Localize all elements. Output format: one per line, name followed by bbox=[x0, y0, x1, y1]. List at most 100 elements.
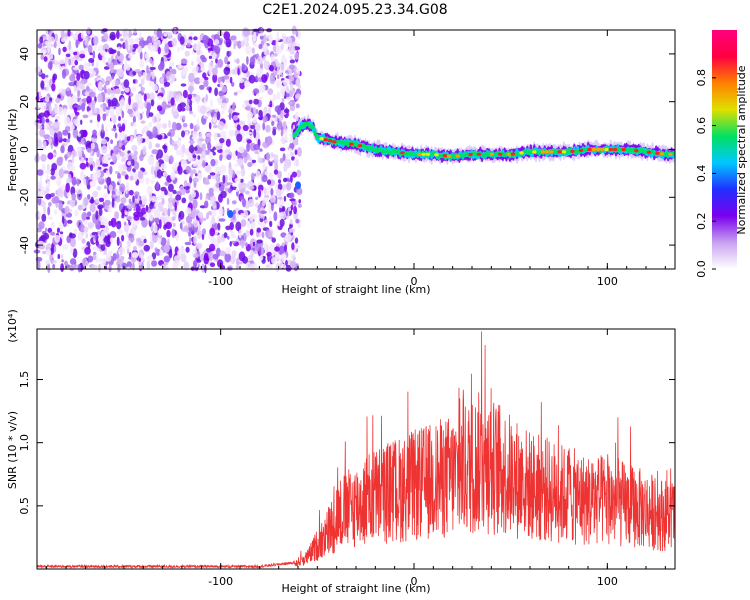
noise-speckle bbox=[285, 80, 291, 83]
noise-speckle bbox=[143, 244, 150, 252]
signal-pixel bbox=[313, 130, 317, 136]
noise-speckle bbox=[232, 102, 236, 111]
noise-speckle bbox=[191, 187, 195, 195]
noise-speckle bbox=[47, 216, 54, 220]
noise-speckle bbox=[48, 54, 54, 60]
noise-speckle bbox=[117, 68, 125, 78]
noise-speckle bbox=[296, 147, 302, 157]
noise-speckle bbox=[267, 88, 274, 96]
noise-speckle bbox=[280, 43, 284, 51]
noise-speckle bbox=[126, 215, 133, 221]
noise-speckle bbox=[200, 105, 207, 115]
noise-speckle bbox=[104, 185, 107, 190]
noise-speckle bbox=[69, 165, 76, 172]
noise-speckle bbox=[246, 139, 252, 144]
noise-speckle bbox=[99, 106, 104, 115]
noise-speckle bbox=[121, 262, 128, 270]
noise-speckle bbox=[118, 139, 122, 148]
noise-speckle bbox=[237, 40, 242, 49]
noise-speckle bbox=[289, 55, 293, 60]
noise-speckle bbox=[103, 236, 110, 243]
noise-speckle bbox=[269, 220, 273, 228]
noise-speckle bbox=[271, 257, 277, 265]
noise-speckle bbox=[208, 187, 214, 194]
noise-speckle bbox=[278, 212, 283, 217]
noise-speckle bbox=[212, 238, 216, 244]
noise-speckle bbox=[176, 141, 182, 148]
noise-speckle bbox=[97, 81, 103, 92]
noise-speckle bbox=[67, 132, 71, 140]
noise-speckle bbox=[103, 217, 109, 227]
noise-speckle bbox=[258, 189, 261, 198]
noise-speckle bbox=[146, 102, 152, 111]
noise-speckle bbox=[265, 152, 271, 161]
noise-speckle bbox=[247, 111, 254, 119]
noise-speckle bbox=[150, 99, 155, 107]
noise-speckle bbox=[141, 87, 146, 92]
noise-speckle bbox=[156, 153, 159, 160]
noise-speckle bbox=[50, 175, 56, 180]
noise-speckle bbox=[253, 128, 257, 139]
noise-speckle bbox=[168, 155, 174, 165]
signal-peak bbox=[532, 150, 537, 154]
noise-speckle bbox=[171, 37, 177, 47]
noise-speckle bbox=[212, 73, 218, 83]
colorbar-tick-label: 0.8 bbox=[695, 69, 708, 87]
noise-speckle bbox=[121, 110, 125, 119]
signal-peak bbox=[549, 150, 554, 154]
noise-speckle bbox=[258, 116, 264, 120]
noise-speckle bbox=[278, 79, 282, 89]
noise-speckle bbox=[188, 213, 195, 217]
noise-speckle bbox=[91, 231, 99, 236]
noise-speckle bbox=[132, 102, 139, 112]
noise-speckle bbox=[131, 159, 135, 167]
noise-speckle bbox=[118, 177, 122, 184]
noise-speckle bbox=[277, 74, 280, 80]
noise-speckle bbox=[179, 222, 183, 230]
noise-speckle bbox=[196, 56, 202, 64]
noise-speckle bbox=[242, 103, 247, 109]
noise-speckle bbox=[222, 260, 227, 266]
noise-speckle bbox=[243, 73, 248, 77]
noise-speckle bbox=[47, 36, 55, 43]
noise-speckle bbox=[175, 93, 179, 102]
noise-speckle bbox=[181, 143, 186, 154]
noise-speckle bbox=[43, 110, 50, 118]
noise-speckle bbox=[49, 104, 52, 115]
noise-speckle bbox=[175, 149, 182, 156]
noise-speckle bbox=[54, 234, 61, 243]
noise-speckle bbox=[81, 102, 86, 112]
noise-speckle bbox=[71, 192, 77, 201]
noise-speckle bbox=[200, 50, 203, 55]
noise-speckle bbox=[149, 58, 153, 63]
noise-speckle bbox=[224, 187, 229, 193]
noise-speckle bbox=[69, 237, 76, 248]
noise-speckle bbox=[150, 165, 155, 176]
noise-speckle bbox=[71, 155, 75, 164]
noise-speckle bbox=[126, 261, 132, 269]
noise-speckle bbox=[253, 144, 261, 151]
noise-speckle bbox=[264, 136, 268, 144]
noise-speckle bbox=[289, 218, 293, 225]
noise-speckle bbox=[101, 154, 109, 164]
noise-speckle bbox=[104, 199, 111, 206]
signal-peak bbox=[604, 147, 609, 152]
noise-speckle bbox=[271, 40, 277, 46]
noise-speckle bbox=[38, 212, 42, 218]
noise-speckle bbox=[189, 122, 194, 130]
noise-speckle bbox=[92, 129, 97, 136]
noise-speckle bbox=[137, 170, 144, 180]
noise-speckle bbox=[76, 72, 81, 82]
noise-speckle bbox=[115, 106, 122, 117]
signal-pixel bbox=[311, 125, 315, 129]
noise-speckle bbox=[247, 161, 253, 168]
noise-speckle bbox=[200, 67, 205, 72]
noise-speckle bbox=[120, 38, 124, 42]
noise-speckle bbox=[53, 41, 57, 49]
noise-speckle bbox=[156, 169, 163, 179]
noise-speckle bbox=[295, 78, 300, 86]
noise-speckle bbox=[101, 123, 104, 133]
noise-speckle bbox=[44, 259, 51, 264]
signal-peak bbox=[417, 152, 422, 156]
noise-speckle bbox=[42, 43, 45, 47]
